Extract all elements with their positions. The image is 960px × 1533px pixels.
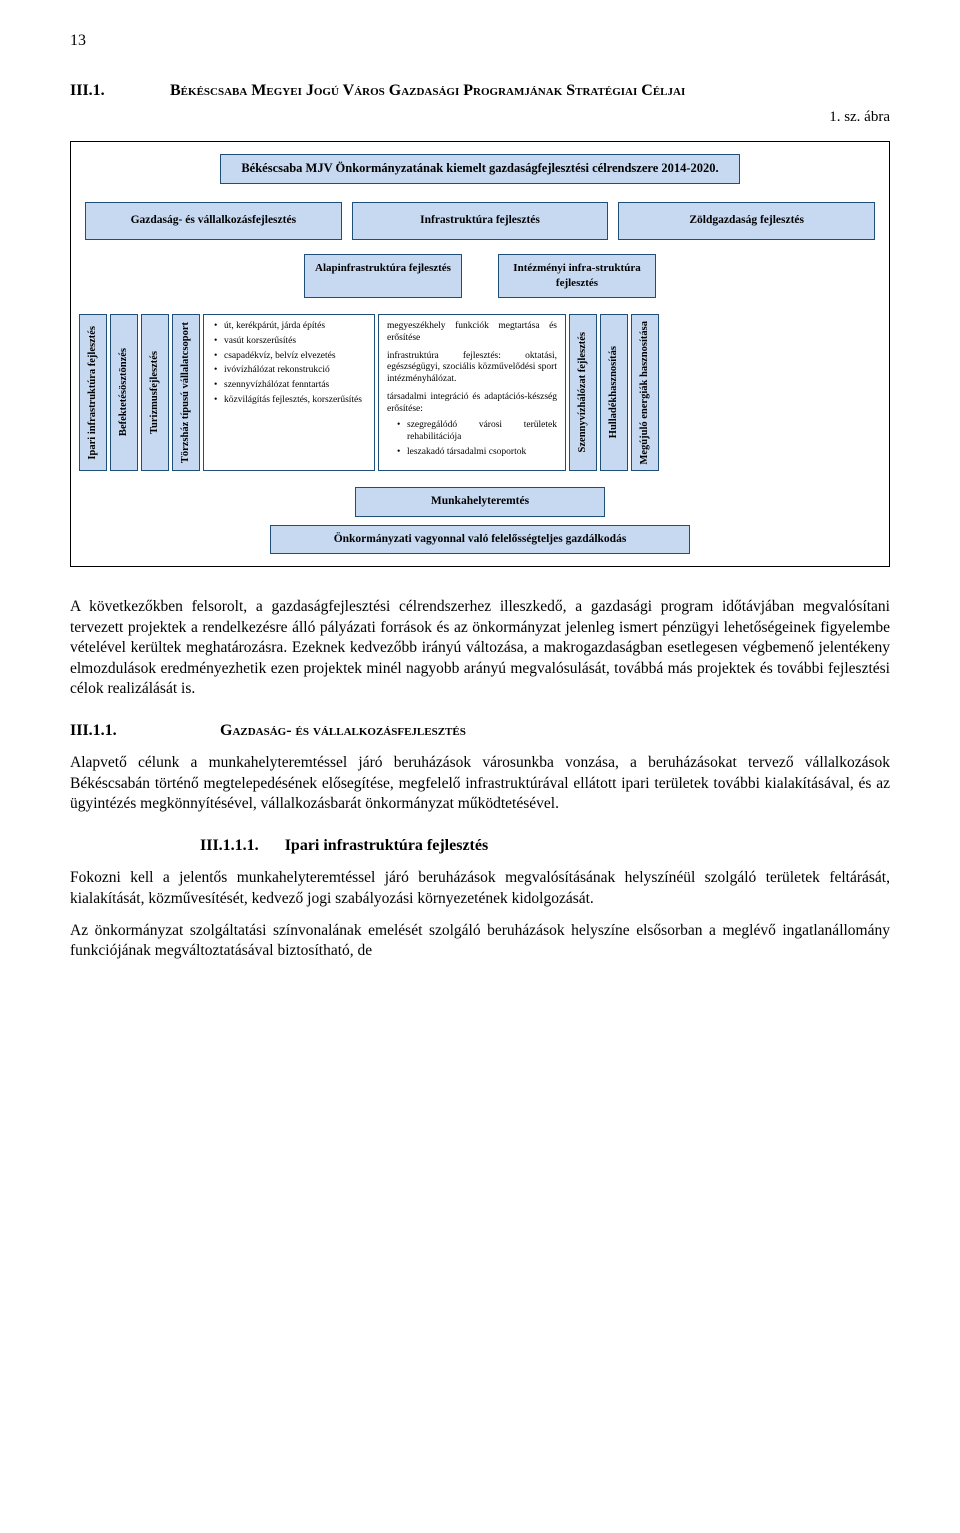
list-item: csapadékvíz, belvíz elvezetés (212, 351, 366, 363)
sub-box-1: Alapinfrastruktúra fejlesztés (304, 254, 462, 298)
subsection-title: Ipari infrastruktúra fejlesztés (285, 835, 489, 857)
top-goal-box: Békéscsaba MJV Önkormányzatának kiemelt … (220, 154, 740, 184)
vcol-right-3: Megújuló energiák hasznosítása (631, 314, 659, 472)
sub-box-2: Intézményi infra-struktúra fejlesztés (498, 254, 656, 298)
body-paragraph: Fokozni kell a jelentős munkahelyteremté… (70, 868, 890, 909)
list-item: szegregálódó városi területek rehabilitá… (387, 420, 557, 444)
section-number: III.1.1. (70, 720, 180, 742)
page-number: 13 (70, 30, 890, 52)
list-item: ivóvízhálózat rekonstrukció (212, 365, 366, 377)
vcol-left-4: Törzsház típusú vállalatcsoport (172, 314, 200, 472)
subsection-number: III.1.1.1. (200, 835, 259, 857)
list-item: vasút korszerűsítés (212, 336, 366, 348)
diagram-mid-row: Gazdaság- és vállalkozásfejlesztés Infra… (79, 202, 881, 240)
bullet-box-left: út, kerékpárút, járda építés vasút korsz… (203, 314, 375, 472)
group-title: társadalmi integráció és adaptációs-kész… (387, 392, 557, 416)
heading-number: III.1. (70, 80, 140, 102)
vcol-right-1: Szennyvízhálózat fejlesztés (569, 314, 597, 472)
main-heading: III.1. Békéscsaba Megyei Jogú Város Gazd… (70, 80, 890, 102)
body-paragraph: A következőkben felsorolt, a gazdaságfej… (70, 597, 890, 699)
vcol-left-1: Ipari infrastruktúra fejlesztés (79, 314, 107, 472)
body-paragraph: Az önkormányzat szolgáltatási színvonalá… (70, 921, 890, 962)
list-item: leszakadó társadalmi csoportok (387, 447, 557, 459)
bullet-box-right: megyeszékhely funkciók megtartása és erő… (378, 314, 566, 472)
section-heading: III.1.1. Gazdaság- és vállalkozásfejlesz… (70, 720, 890, 742)
list-item: szennyvízhálózat fenntartás (212, 380, 366, 392)
bottom-box-2: Önkormányzati vagyonnal való felelősségt… (270, 525, 690, 555)
group-title: infrastruktúra fejlesztés: oktatási, egé… (387, 351, 557, 387)
diagram-bottom-stack: Munkahelyteremtés Önkormányzati vagyonna… (79, 487, 881, 554)
section-title: Gazdaság- és vállalkozásfejlesztés (220, 720, 466, 742)
mid-box-1: Gazdaság- és vállalkozásfejlesztés (85, 202, 342, 240)
vcol-left-2: Befektetésösztönzés (110, 314, 138, 472)
diagram-sub-row: Alapinfrastruktúra fejlesztés Intézményi… (79, 254, 881, 298)
vcol-right-2: Hulladékhasznosítás (600, 314, 628, 472)
body-paragraph: Alapvető célunk a munkahelyteremtéssel j… (70, 753, 890, 814)
heading-title: Békéscsaba Megyei Jogú Város Gazdasági P… (170, 80, 890, 102)
mid-box-2: Infrastruktúra fejlesztés (352, 202, 609, 240)
org-diagram: Békéscsaba MJV Önkormányzatának kiemelt … (70, 141, 890, 567)
vcol-left-3: Turizmusfejlesztés (141, 314, 169, 472)
list-item: közvilágítás fejlesztés, korszerűsítés (212, 395, 366, 407)
bottom-box-1: Munkahelyteremtés (355, 487, 605, 517)
diagram-top-box: Békéscsaba MJV Önkormányzatának kiemelt … (79, 154, 881, 184)
subsection-heading: III.1.1.1. Ipari infrastruktúra fejleszt… (70, 835, 890, 857)
group-title: megyeszékhely funkciók megtartása és erő… (387, 321, 557, 345)
figure-label: 1. sz. ábra (70, 107, 890, 127)
mid-box-3: Zöldgazdaság fejlesztés (618, 202, 875, 240)
list-item: út, kerékpárút, járda építés (212, 321, 366, 333)
diagram-leaf-row: Ipari infrastruktúra fejlesztés Befektet… (79, 314, 881, 472)
